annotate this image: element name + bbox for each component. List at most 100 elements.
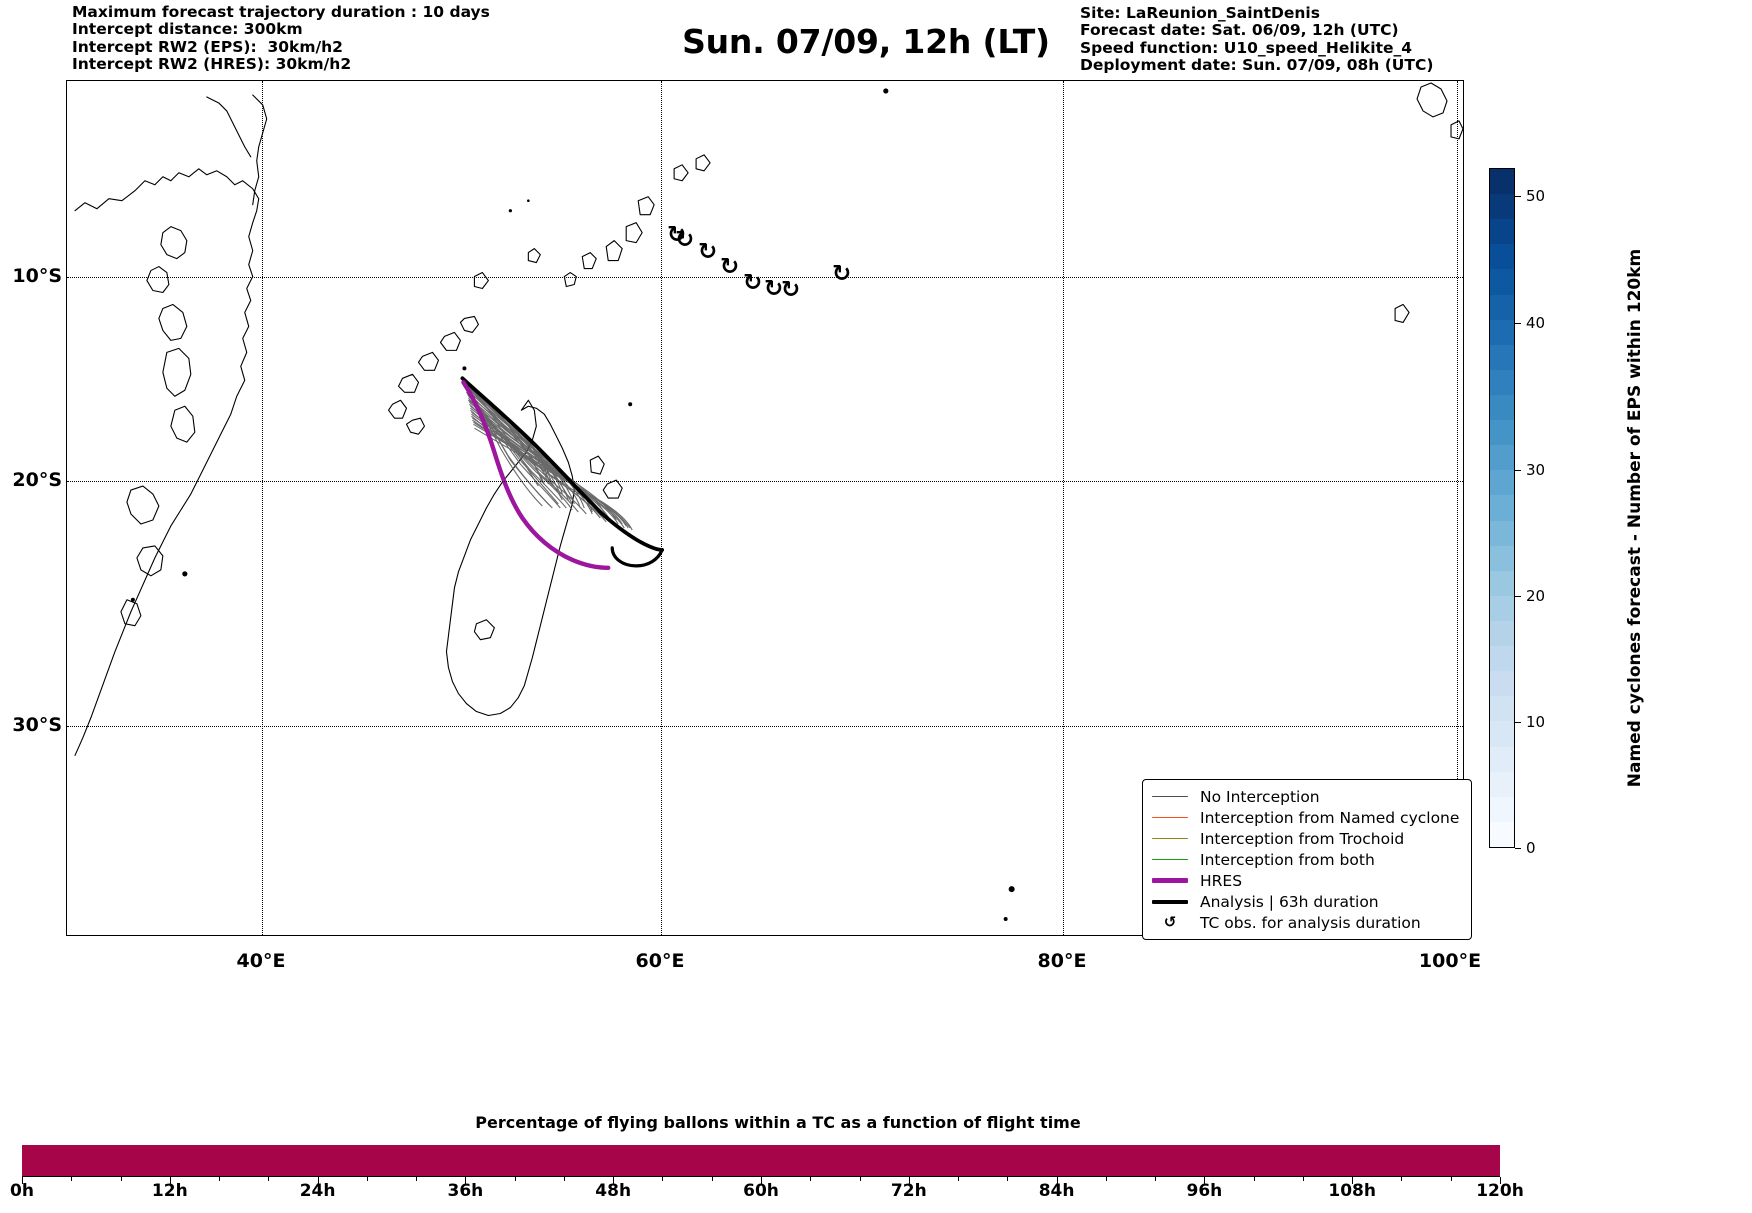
page-title-text: Sun. 07/09, 12h (LT) xyxy=(682,22,1050,61)
pct-axis-tick-minor xyxy=(1007,1177,1009,1181)
colorbar-tick-label: 20 xyxy=(1526,587,1546,605)
pct-axis-tick-major xyxy=(761,1177,762,1184)
tc-obs-marker: ↻ xyxy=(720,254,740,280)
pct-axis-tick-label: 24h xyxy=(299,1181,336,1201)
pct-axis-tick-minor xyxy=(1253,1177,1255,1181)
tc-obs-marker: ↻ xyxy=(667,222,687,248)
colorbar-segment xyxy=(1490,344,1514,370)
tc-obs-marker: ↻ xyxy=(764,276,784,302)
colorbar-segment xyxy=(1490,796,1514,822)
pct-axis-tick-major xyxy=(1352,1177,1354,1184)
pct-axis-tick-label: 36h xyxy=(447,1181,484,1201)
pct-axis-tick-minor xyxy=(711,1177,713,1181)
colorbar-segment xyxy=(1490,244,1514,270)
legend-line-sample xyxy=(1152,817,1188,818)
colorbar-tick-label: 50 xyxy=(1526,187,1546,205)
pct-axis-tick-label: 96h xyxy=(1186,1181,1223,1201)
header-right-line-1: Forecast date: Sat. 06/09, 12h (UTC) xyxy=(1080,21,1399,40)
legend-line-icon xyxy=(1149,878,1191,883)
ytick-label: 10°S xyxy=(12,265,62,287)
pct-axis-tick-minor xyxy=(1302,1177,1304,1181)
bottom-panel-caption: Percentage of flying ballons within a TC… xyxy=(0,1113,1752,1132)
legend-item-1[interactable]: Interception from Named cyclone xyxy=(1149,807,1463,828)
pct-axis-tick-minor xyxy=(1155,1177,1157,1181)
pct-axis-tick-major xyxy=(465,1177,467,1184)
xtick-label: 40°E xyxy=(236,950,286,972)
pct-axis-tick-minor xyxy=(71,1177,73,1181)
colorbar-tick: 30 xyxy=(1515,461,1575,479)
colorbar-segment xyxy=(1490,219,1514,245)
pct-axis-tick-minor xyxy=(1450,1177,1452,1181)
colorbar-segment xyxy=(1490,420,1514,446)
pct-axis-tick-minor xyxy=(563,1177,565,1181)
colorbar-segment xyxy=(1490,194,1514,220)
colorbar-segment xyxy=(1490,319,1514,345)
colorbar-tick-label: 30 xyxy=(1526,461,1546,479)
legend-line-icon xyxy=(1149,817,1191,818)
pct-axis-tick-label: 48h xyxy=(595,1181,632,1201)
ytick-label: 20°S xyxy=(12,469,62,491)
pct-axis-tick-minor xyxy=(1105,1177,1107,1181)
tc-obs-marker: ↻ xyxy=(675,227,695,253)
pct-axis-tick-major xyxy=(169,1177,171,1184)
pct-axis-tick-major xyxy=(1204,1177,1206,1184)
pct-axis-tick-minor xyxy=(514,1177,516,1181)
colorbar-tick: 20 xyxy=(1515,587,1575,605)
header-left-line-3: Intercept RW2 (HRES): 30km/h2 xyxy=(72,54,352,73)
percentage-bar-fill xyxy=(22,1145,1500,1176)
legend-line-sample xyxy=(1152,859,1188,860)
colorbar-label: Named cyclones forecast - Number of EPS … xyxy=(1625,248,1645,788)
cyclone-glyph: ↺ xyxy=(1163,913,1177,931)
tc-obs-marker: ↻ xyxy=(781,277,801,303)
colorbar-segment xyxy=(1490,646,1514,672)
colorbar-tick-label: 40 xyxy=(1526,314,1546,332)
legend-item-label: Interception from Named cyclone xyxy=(1200,808,1460,827)
legend-line-icon xyxy=(1149,838,1191,839)
legend-item-4[interactable]: HRES xyxy=(1149,870,1463,891)
legend-line-sample xyxy=(1152,796,1188,797)
hres-track xyxy=(461,380,611,571)
xtick-label: 60°E xyxy=(635,950,685,972)
cyclone-icon: ↺ xyxy=(1149,915,1191,930)
legend-item-6[interactable]: ↺ TC obs. for analysis duration xyxy=(1149,912,1463,933)
colorbar-segment xyxy=(1490,671,1514,697)
pct-axis-tick-major xyxy=(1056,1177,1058,1184)
legend-item-0[interactable]: No Interception xyxy=(1149,786,1463,807)
colorbar-segment xyxy=(1490,746,1514,772)
legend-item-5[interactable]: Analysis | 63h duration xyxy=(1149,891,1463,912)
header-info-left: Maximum forecast trajectory duration : 1… xyxy=(72,3,490,73)
colorbar-segment xyxy=(1490,495,1514,521)
legend-item-2[interactable]: Interception from Trochoid xyxy=(1149,828,1463,849)
legend-item-label: Analysis | 63h duration xyxy=(1200,892,1379,911)
legend-item-3[interactable]: Interception from both xyxy=(1149,849,1463,870)
pct-axis-tick-minor xyxy=(958,1177,960,1181)
legend-item-label: HRES xyxy=(1200,871,1243,890)
pct-axis-tick-major xyxy=(908,1177,910,1184)
legend-line-icon xyxy=(1149,859,1191,860)
pct-axis-tick-label: 120h xyxy=(1476,1181,1524,1201)
colorbar-segment xyxy=(1490,369,1514,395)
bottom-panel-caption-text: Percentage of flying ballons within a TC… xyxy=(475,1113,1081,1132)
colorbar-segment xyxy=(1490,169,1514,195)
header-left-line-1: Intercept distance: 300km xyxy=(72,20,303,39)
colorbar-segment xyxy=(1490,696,1514,722)
pct-axis-tick-label: 84h xyxy=(1038,1181,1075,1201)
colorbar-segment xyxy=(1490,595,1514,621)
colorbar-tick: 10 xyxy=(1515,713,1575,731)
colorbar-segment xyxy=(1490,545,1514,571)
colorbar-segment xyxy=(1490,520,1514,546)
legend-line-icon xyxy=(1149,899,1191,904)
legend-item-label: Interception from Trochoid xyxy=(1200,829,1405,848)
pct-axis-tick-minor xyxy=(662,1177,664,1181)
pct-axis-tick-label: 60h xyxy=(743,1181,779,1201)
legend-line-sample xyxy=(1152,838,1188,839)
colorbar xyxy=(1489,168,1515,848)
pct-axis-tick-minor xyxy=(810,1177,812,1181)
pct-axis-tick-minor xyxy=(416,1177,418,1181)
pct-axis-tick-minor xyxy=(1401,1177,1403,1181)
ytick-label: 30°S xyxy=(12,714,62,736)
tc-obs-marker: ↻ xyxy=(743,270,763,296)
colorbar-tick-label: 0 xyxy=(1526,839,1536,857)
header-left-line-0: Maximum forecast trajectory duration : 1… xyxy=(72,3,490,21)
xtick-label: 100°E xyxy=(1418,950,1482,972)
